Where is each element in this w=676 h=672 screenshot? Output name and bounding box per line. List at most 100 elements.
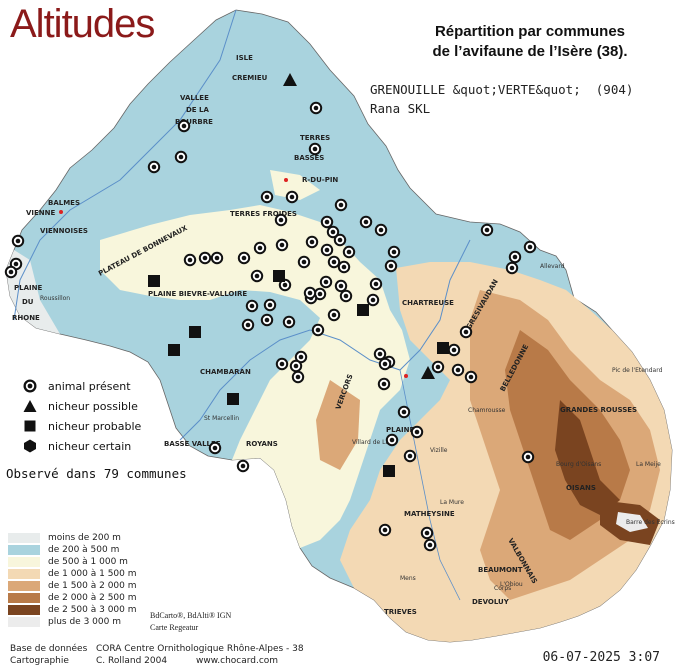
present-marker: [245, 299, 259, 313]
altitude-swatch: [8, 581, 40, 591]
present-marker: [378, 357, 392, 371]
present-marker: [447, 343, 461, 357]
north-mid: [270, 170, 320, 200]
altitude-legend-row: de 500 à 1 000 m: [8, 556, 137, 568]
present-marker: [297, 255, 311, 269]
altitude-legend-row: plus de 3 000 m: [8, 616, 137, 628]
label-oisans: OISANS: [566, 484, 596, 492]
symbol-legend: animal présent nicheur possible nicheur …: [22, 376, 141, 456]
present-marker: [237, 251, 251, 265]
present-marker: [263, 298, 277, 312]
mountain-2500: [555, 400, 620, 515]
plain-low: [6, 250, 60, 334]
label-terres-froides: TERRES FROIDES: [230, 210, 297, 218]
vienne-dot: [59, 210, 63, 214]
altitude-label: de 2 000 à 2 500 m: [48, 593, 137, 603]
altitude-label: de 1 500 à 2 000 m: [48, 581, 137, 591]
present-marker: [253, 241, 267, 255]
base-value: CORA Centre Ornithologique Rhône-Alpes -…: [96, 644, 304, 654]
present-marker: [285, 190, 299, 204]
label-mens: Mens: [400, 575, 416, 582]
rhone-river: [13, 9, 237, 321]
present-marker: [291, 370, 305, 384]
label-de-la: DE LA: [186, 106, 209, 114]
present-marker: [305, 235, 319, 249]
timestamp: 06-07-2025 3:07: [542, 650, 660, 665]
altitude-legend-row: de 200 à 500 m: [8, 544, 137, 556]
altitude-swatch: [8, 617, 40, 627]
label-obiou: L'Obiou: [500, 581, 523, 588]
altitude-legend: moins de 200 m de 200 à 500 m de 500 à 1 0…: [8, 532, 137, 628]
triangle-icon: [23, 400, 37, 412]
present-marker: [334, 279, 348, 293]
hexagon-icon: [24, 439, 36, 453]
altitude-label: de 1 000 à 1 500 m: [48, 569, 137, 579]
present-marker: [250, 269, 264, 283]
page-title: Altitudes: [10, 2, 155, 46]
present-marker: [374, 223, 388, 237]
legend-probable-label: nicheur probable: [48, 419, 142, 433]
altitude-swatch: [8, 569, 40, 579]
present-marker: [326, 225, 340, 239]
present-marker: [309, 101, 323, 115]
present-marker: [505, 261, 519, 275]
present-marker: [410, 425, 424, 439]
legend-present: animal présent: [22, 376, 141, 396]
legend-certain-label: nicheur certain: [48, 439, 132, 453]
altitude-legend-row: de 2 500 à 3 000 m: [8, 604, 137, 616]
isere-river: [179, 239, 471, 441]
present-marker: [11, 234, 25, 248]
website-link[interactable]: www.chocard.com: [196, 656, 279, 666]
present-marker: [397, 405, 411, 419]
label-allevard: Allevard: [540, 263, 565, 270]
label-isle: ISLE: [236, 54, 253, 62]
label-st-marcellin: St Marcellin: [204, 415, 239, 422]
carto-label: Cartographie: [10, 656, 69, 666]
label-plaine-isere: PLAINE: [386, 426, 414, 434]
square-icon: [24, 420, 36, 432]
altitude-swatch: [8, 545, 40, 555]
altitude-swatch: [8, 533, 40, 543]
present-marker: [464, 370, 478, 384]
present-marker: [521, 450, 535, 464]
present-marker: [327, 308, 341, 322]
altitude-label: moins de 200 m: [48, 533, 121, 543]
present-marker: [4, 265, 18, 279]
possible-marker: [421, 366, 435, 379]
present-marker: [337, 260, 351, 274]
present-marker: [451, 363, 465, 377]
present-marker: [236, 459, 250, 473]
present-marker: [384, 259, 398, 273]
probable-marker: [273, 270, 285, 282]
label-la-mure: La Mure: [440, 499, 464, 506]
label-plaine-rhone2: DU: [22, 298, 34, 306]
present-marker: [319, 275, 333, 289]
legend-probable: nicheur probable: [22, 416, 141, 436]
label-royans: ROYANS: [246, 440, 278, 448]
label-vizille: Vizille: [430, 447, 448, 454]
species-latin-name: Rana SKL: [370, 101, 431, 116]
label-plaine-rhone1: PLAINE: [14, 284, 42, 292]
heading-line-1: Répartition par communes: [434, 23, 626, 40]
altitude-label: plus de 3 000 m: [48, 617, 121, 627]
probable-marker: [383, 465, 395, 477]
present-marker: [385, 433, 399, 447]
label-villard: Villard de Lans: [352, 439, 396, 446]
present-marker: [320, 243, 334, 257]
label-plaine-bievre: PLAINE BIEVRE-VALLOIRE: [148, 290, 247, 298]
present-icon: [23, 379, 37, 393]
probable-marker: [227, 393, 239, 405]
probable-marker: [357, 304, 369, 316]
mountain-3000: [616, 512, 648, 532]
probable-marker: [189, 326, 201, 338]
present-marker: [334, 198, 348, 212]
bourgoin-dot: [284, 178, 288, 182]
label-cremieu: CREMIEU: [232, 74, 268, 82]
altitude-label: de 2 500 à 3 000 m: [48, 605, 137, 615]
label-bourg: Bourg d'Oisans: [556, 461, 601, 468]
base-label: Base de données: [10, 644, 88, 654]
present-marker: [275, 357, 289, 371]
present-marker: [198, 251, 212, 265]
present-marker: [333, 233, 347, 247]
present-marker: [387, 245, 401, 259]
